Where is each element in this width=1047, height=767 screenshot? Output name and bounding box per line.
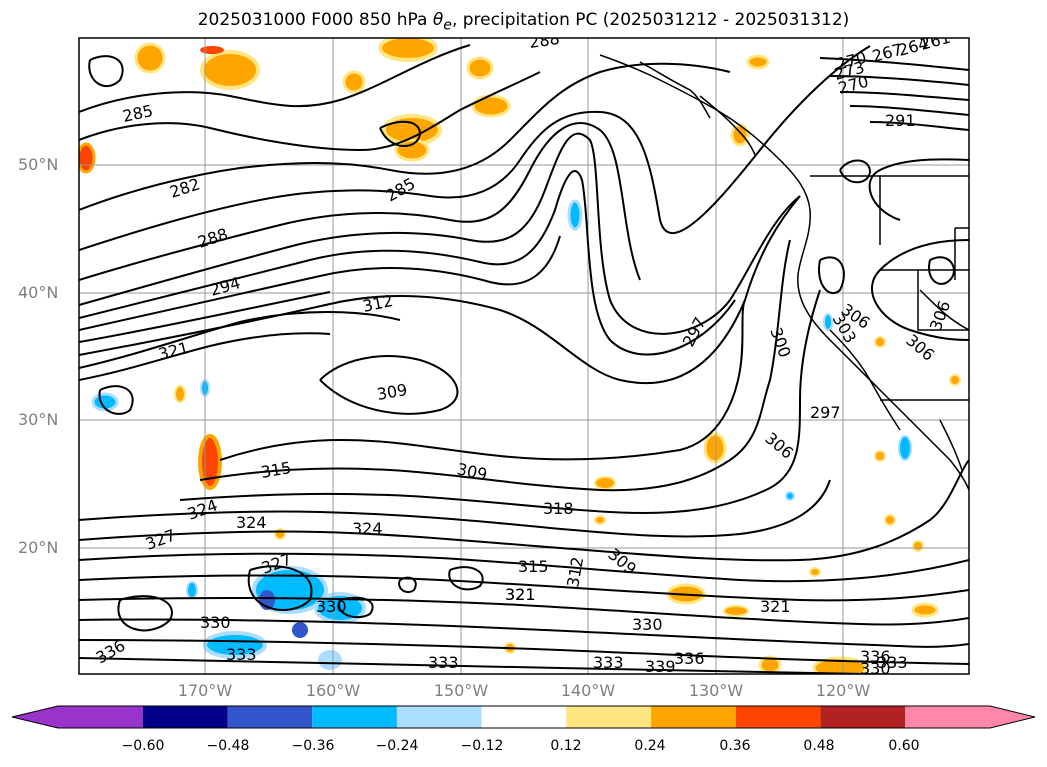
contour-label: 330	[632, 615, 663, 634]
colorbar-tick: −0.60	[121, 738, 165, 754]
lon-label: 120°W	[815, 681, 871, 700]
theta-e-contours	[79, 44, 969, 674]
colorbar-tick: 0.36	[719, 738, 751, 754]
contour-label: 333	[428, 653, 459, 672]
contour-label: 315	[518, 557, 549, 576]
colorbar-swatch	[396, 706, 482, 728]
colorbar-swatch	[905, 706, 990, 728]
contour-label: 324	[236, 513, 267, 532]
colorbar-tick: 0.48	[803, 738, 835, 754]
contour-label: 321	[505, 585, 536, 604]
contour-label: 333	[593, 653, 624, 672]
lat-label: 50°N	[18, 155, 59, 174]
lon-label: 140°W	[560, 681, 616, 700]
contour-label: 318	[543, 499, 574, 518]
lat-label: 40°N	[18, 283, 59, 302]
contour-label: 330	[860, 659, 891, 678]
lon-label: 130°W	[688, 681, 744, 700]
colorbar-swatch	[820, 706, 906, 728]
contour-label: 336	[860, 647, 891, 666]
contour-label: 336	[674, 649, 705, 668]
colorbar-swatch	[566, 706, 652, 728]
colorbar-swatch	[12, 706, 58, 728]
colorbar-swatch	[58, 706, 143, 728]
lat-label: 20°N	[18, 538, 59, 557]
colorbar	[11, 705, 1036, 729]
contour-label: 291	[885, 111, 916, 130]
colorbar-tick: 0.12	[550, 738, 582, 754]
contour-label: 324	[352, 519, 383, 538]
contour-label: 288	[528, 29, 561, 52]
map-title: 2025031000 F000 850 hPa θe, precipitatio…	[197, 10, 850, 34]
contour-label: 330	[316, 597, 347, 616]
colorbar-swatch	[481, 706, 567, 728]
contour-label: 321	[760, 597, 791, 616]
colorbar-tick: 0.24	[634, 738, 666, 754]
contour-label: 333	[226, 645, 257, 664]
colorbar-tick: −0.24	[375, 738, 419, 754]
colorbar-tick: −0.48	[206, 738, 250, 754]
colorbar-swatch	[142, 706, 228, 728]
colorbar-swatch	[990, 706, 1035, 728]
coastline	[599, 54, 969, 491]
lat-label: 30°N	[18, 410, 59, 429]
colorbar-swatch	[651, 706, 736, 728]
contour-label: 333	[877, 653, 908, 672]
colorbar-swatch	[312, 706, 397, 728]
map-frame	[78, 37, 970, 675]
contour-label: 330	[200, 613, 231, 632]
lon-label: 170°W	[177, 681, 233, 700]
contour-label: 321	[505, 585, 536, 604]
colorbar-outline	[11, 705, 1036, 729]
colorbar-tick: −0.12	[460, 738, 504, 754]
lon-label: 150°W	[433, 681, 489, 700]
precip-patches	[79, 38, 961, 674]
colorbar-swatch	[735, 706, 821, 728]
colorbar-tick: −0.36	[291, 738, 335, 754]
colorbar-swatch	[227, 706, 313, 728]
contour-label: 297	[810, 403, 841, 422]
colorbar-tick: 0.60	[888, 738, 920, 754]
contour-label: 339	[645, 657, 676, 676]
lon-label: 160°W	[305, 681, 361, 700]
